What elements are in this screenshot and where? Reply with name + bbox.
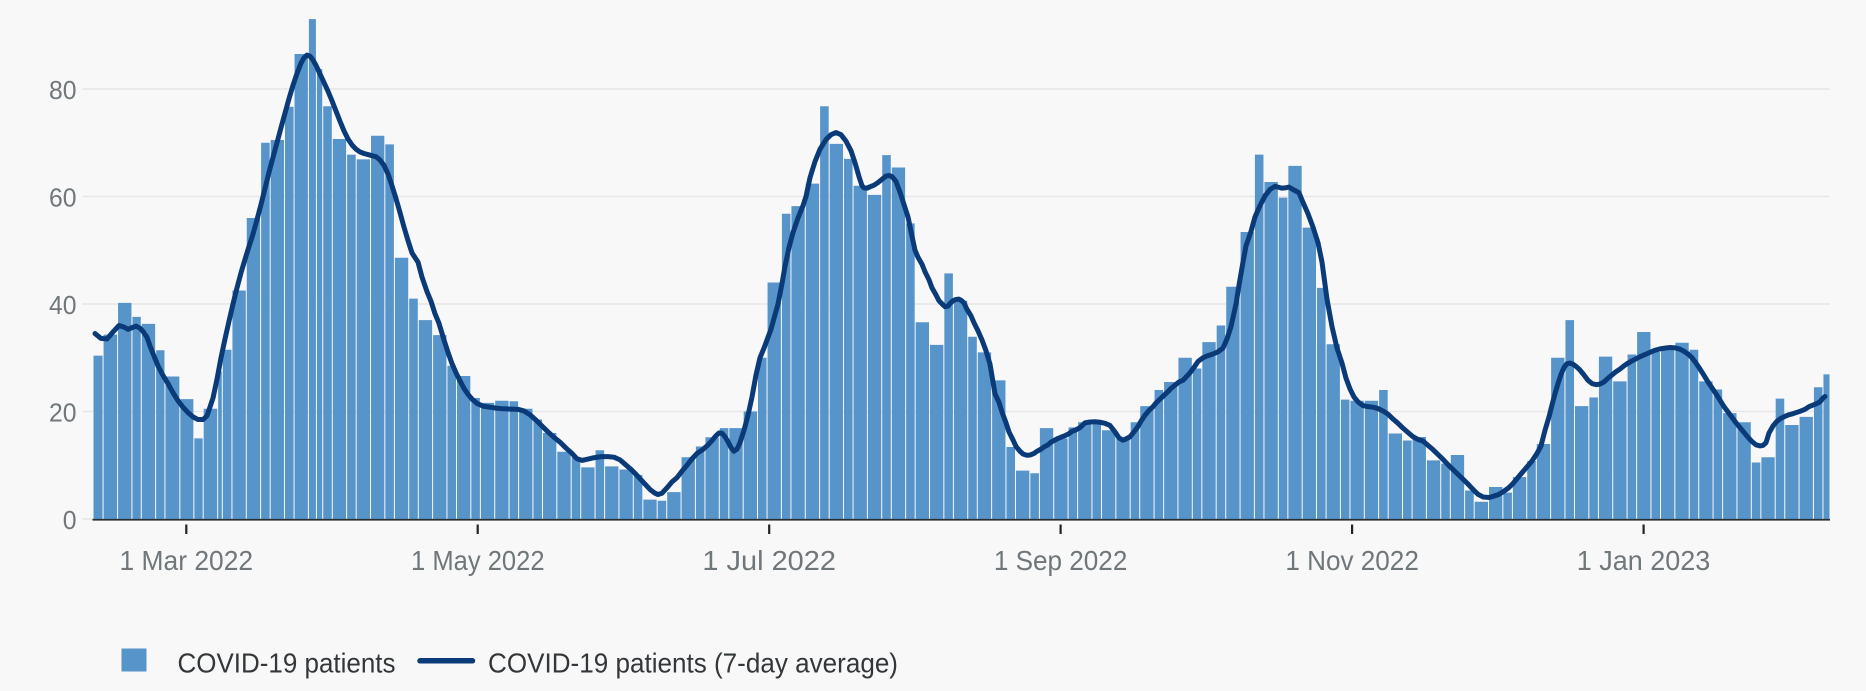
svg-text:20: 20 [49,400,77,428]
svg-text:1 Jan 2023: 1 Jan 2023 [1577,545,1711,576]
svg-text:40: 40 [49,292,77,320]
svg-text:1 Jul 2022: 1 Jul 2022 [702,545,836,576]
svg-text:COVID-19 patients (7-day avera: COVID-19 patients (7-day average) [488,648,898,679]
svg-text:0: 0 [63,507,77,535]
svg-text:1 Sep 2022: 1 Sep 2022 [994,545,1128,576]
svg-text:80: 80 [49,77,77,105]
svg-text:1 Mar 2022: 1 Mar 2022 [120,545,254,576]
svg-text:COVID-19 patients: COVID-19 patients [178,648,396,679]
svg-text:60: 60 [49,185,77,213]
svg-text:1 May 2022: 1 May 2022 [411,545,545,576]
svg-text:1 Nov 2022: 1 Nov 2022 [1285,545,1419,576]
